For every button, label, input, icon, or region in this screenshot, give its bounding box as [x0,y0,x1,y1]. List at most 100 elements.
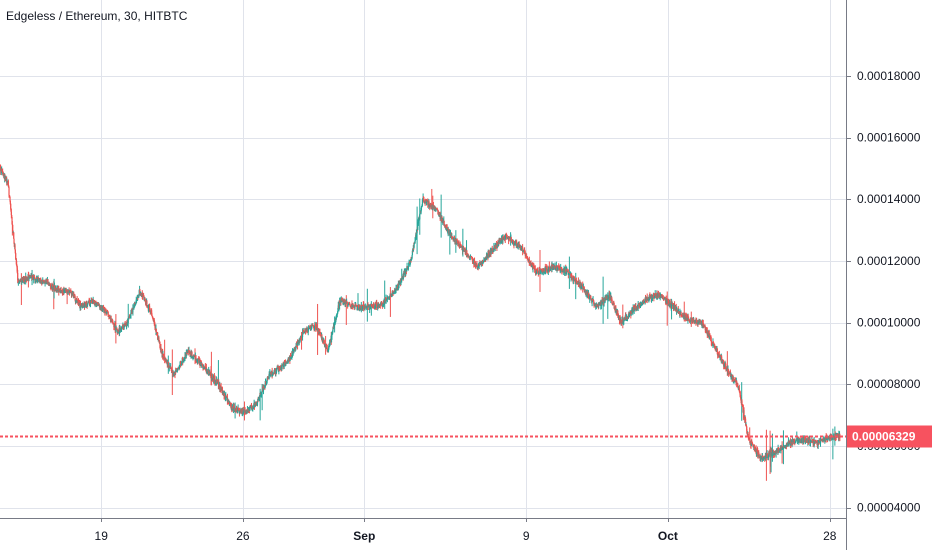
candle-body-1338 [446,227,448,231]
candle-849 [282,362,285,368]
candle-body-41 [13,232,15,239]
candle-body-364 [120,327,123,329]
candle-body-472 [157,332,159,340]
candle-body-455 [151,313,153,316]
candle-body-1548 [516,243,518,247]
candle-body-1575 [525,252,527,256]
candle-body-377 [125,323,127,326]
candle-771 [256,400,259,407]
candle-body-419 [139,289,141,295]
candle-body-1018 [339,301,341,303]
candle-body-722 [240,409,242,413]
candle-body-767 [255,401,257,405]
candle-body-1004 [334,319,336,324]
candle-1247 [415,229,418,240]
candle-body-1143 [381,301,383,304]
candle-body-562 [187,351,189,353]
candle-body-710 [236,410,238,413]
candle-body-465 [154,327,156,329]
candle-body-636 [211,374,213,380]
candle-body-1372 [457,243,459,246]
candle-body-1144 [381,303,383,307]
candle-body-1017 [339,301,341,306]
candle-body-109 [35,277,38,281]
candle-body-1590 [530,261,532,266]
candle-body-548 [182,359,184,363]
candle-1107 [369,304,371,314]
candle-body-980 [326,347,328,352]
candle-body-774 [257,398,260,401]
candle-body-655 [218,382,220,386]
candle-body-923 [307,329,309,333]
candle-body-417 [138,290,140,296]
candle-body-785 [261,389,263,393]
candle-body-1571 [524,249,526,252]
candle-815 [271,367,273,379]
candle-body-1476 [492,248,494,253]
candle-1254 [418,218,420,221]
candle-body-985 [328,344,330,349]
candle-body-1113 [371,304,373,306]
candle-body-498 [165,359,167,363]
candle-body-966 [321,338,324,343]
candle-body-1167 [389,296,391,298]
candle-body-1543 [514,243,516,244]
candle-body-1042 [347,305,349,307]
candle-41 [13,232,15,239]
candle-body-46 [14,249,16,254]
candle-body-810 [269,372,272,376]
candle-body-249 [82,303,84,308]
candle-body-849 [282,363,285,367]
candle-1082 [360,301,362,313]
candle-body-1061 [353,305,355,308]
candle-1152 [384,280,386,309]
candle-body-1579 [526,256,528,258]
candle-body-457 [152,316,154,318]
candle-body-738 [245,410,248,414]
candle-body-1128 [376,302,378,308]
candle-body-666 [221,387,224,393]
candle-body-544 [181,362,183,365]
candle-714 [237,407,240,411]
candle-body-1408 [469,256,471,260]
candle-929 [309,326,311,329]
candle-body-268 [88,300,91,304]
candle-body-350 [116,327,118,329]
candle-1617 [539,249,541,292]
candle-body-31 [9,200,11,204]
candle-body-1234 [411,255,413,259]
candle-body-507 [168,366,170,369]
candle-body-1457 [485,254,488,258]
candle-body-789 [262,385,265,392]
candle-body-948 [315,325,318,330]
candle-body-1074 [358,305,360,308]
candle-body-1345 [448,229,450,234]
candle-38 [12,224,14,231]
candle-1112 [370,301,372,316]
candle-47 [15,252,17,260]
candle-body-1243 [414,240,416,243]
candle-body-1305 [435,210,437,212]
candle-body-1275 [425,200,427,202]
candle-body-324 [107,312,109,317]
candle-468 [155,328,157,333]
candle-1565 [522,244,524,256]
candle-body-1435 [478,264,480,267]
candle-1372 [457,243,459,246]
candle-body-451 [150,311,152,313]
candle-body-1489 [496,243,498,249]
candle-body-852 [283,362,286,364]
candle-body-1625 [542,270,544,273]
candle-body-1603 [534,268,536,273]
candle-body-662 [220,386,222,390]
candle-body-1186 [395,288,397,290]
candle-body-1012 [337,308,339,312]
candle-body-961 [320,332,322,336]
candle-body-1098 [366,307,368,309]
candle-body-1449 [483,259,485,262]
candle-1585 [528,256,530,266]
candle-1562 [521,245,523,251]
candle-body-291 [96,302,98,307]
candle-body-212 [70,290,72,292]
candle-298 [98,304,101,308]
